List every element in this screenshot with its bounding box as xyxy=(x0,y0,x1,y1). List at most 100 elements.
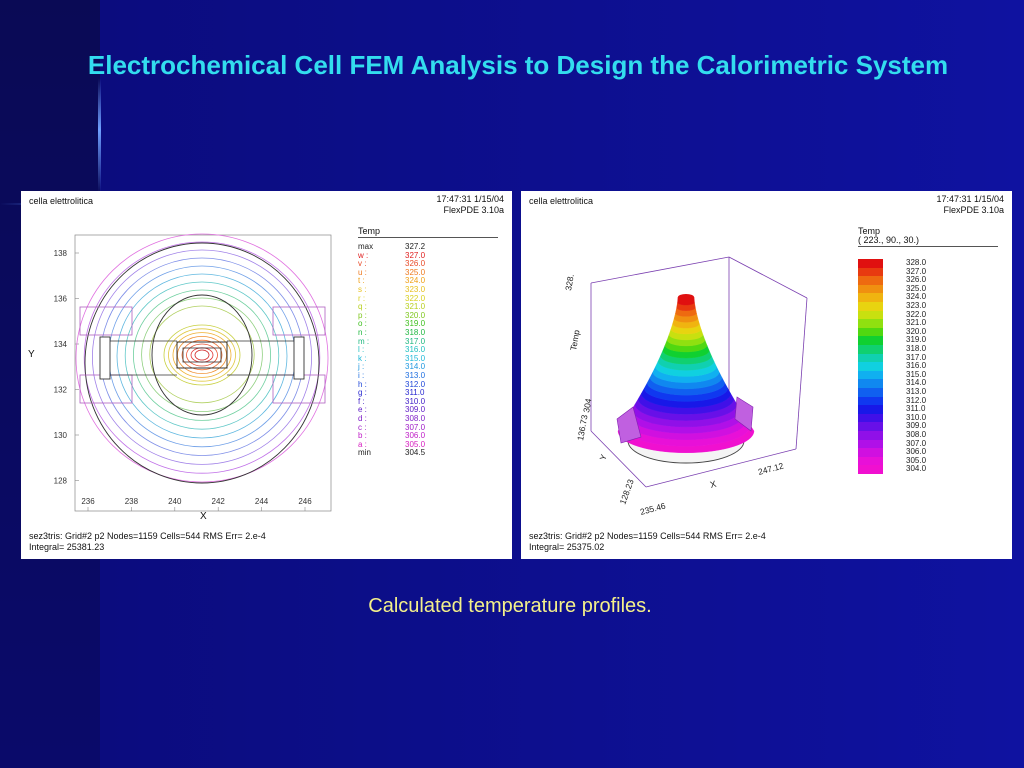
contour-line xyxy=(124,281,280,430)
plot-frame xyxy=(74,234,332,512)
legend-row: h : 312.0 xyxy=(358,380,498,389)
legend-key: n : xyxy=(358,328,367,337)
legend-title: Temp xyxy=(358,226,381,236)
colorbar-value: 317.0 xyxy=(906,352,927,362)
legend-key: r : xyxy=(358,293,366,303)
contour-line-hot xyxy=(163,324,241,386)
legend-key: b : xyxy=(358,431,367,441)
x-tick-label: 240 xyxy=(168,497,182,506)
colorbar-swatch xyxy=(858,431,883,440)
legend-row: u : 325.0 xyxy=(358,268,498,277)
legend-row: g : 311.0 xyxy=(358,388,498,397)
y-tick-label: 134 xyxy=(54,340,68,349)
colorbar-value: 307.0 xyxy=(906,438,927,448)
legend-key: j : xyxy=(358,362,365,372)
axis-y-tick-bottom: 128.23 xyxy=(617,478,635,506)
legend-title: Temp xyxy=(858,226,881,236)
legend-row: s : 323.0 xyxy=(358,285,498,294)
legend-key: s : xyxy=(358,285,367,294)
contour-line xyxy=(83,241,321,474)
legend-row: b : 306.0 xyxy=(358,431,498,440)
legend-value: 323.0 xyxy=(405,285,426,294)
side-bar-right xyxy=(293,336,305,380)
plot-timestamp: 17:47:31 1/15/04 xyxy=(436,194,504,204)
axis-y-tick-top: 136.73 xyxy=(575,414,589,442)
colorbar-value: 304.0 xyxy=(906,464,927,474)
legend-row: f : 310.0 xyxy=(358,397,498,406)
x-tick-label: 246 xyxy=(298,497,312,506)
legend-value: 315.0 xyxy=(405,353,426,363)
colorbar-value: 309.0 xyxy=(906,421,927,431)
legend-key: f : xyxy=(358,396,365,406)
contour-line xyxy=(108,265,296,448)
y-axis-label: Y xyxy=(28,349,35,360)
legend-key: w : xyxy=(358,250,369,260)
contour-line xyxy=(100,257,304,457)
legend-value: 307.0 xyxy=(405,422,426,432)
legend-key: d : xyxy=(358,414,367,423)
legend-rule xyxy=(358,237,498,238)
colorbar-value: 321.0 xyxy=(906,318,927,328)
axis-box-edge xyxy=(645,448,797,488)
legend-row: v : 326.0 xyxy=(358,259,498,268)
colorbar-value: 325.0 xyxy=(906,283,927,293)
legend-value: 318.0 xyxy=(405,328,426,337)
surface-peak xyxy=(678,294,694,300)
legend-value: 320.0 xyxy=(405,310,426,320)
y-tick-label: 138 xyxy=(54,249,68,258)
surface-plot-panel: cella elettrolitica 17:47:31 1/15/04 Fle… xyxy=(521,191,1012,559)
axis-x-tick-right: 247.12 xyxy=(757,460,785,476)
legend-row: c : 307.0 xyxy=(358,423,498,432)
colorbar-swatch xyxy=(858,353,883,363)
x-tick-label: 238 xyxy=(125,497,139,506)
legend-key: i : xyxy=(358,371,365,380)
colorbar-value: 322.0 xyxy=(906,309,927,319)
axis-x-tick-left: 235.46 xyxy=(639,500,667,516)
colorbar-swatch xyxy=(858,379,883,389)
colorbar-swatch xyxy=(858,302,883,311)
slide-caption: Calculated temperature profiles. xyxy=(368,595,652,617)
legend-key: max xyxy=(358,242,374,251)
x-axis-label: X xyxy=(200,511,207,522)
legend-key: p : xyxy=(358,310,367,320)
colorbar-value: 323.0 xyxy=(906,301,927,310)
colorbar-value: 320.0 xyxy=(906,326,927,336)
legend-value: 312.0 xyxy=(405,379,426,389)
plot-footer-stats: sez3tris: Grid#2 p2 Nodes=1159 Cells=544… xyxy=(29,531,266,541)
legend-value: 317.0 xyxy=(405,336,426,346)
legend-key: min xyxy=(358,448,371,458)
plot-software: FlexPDE 3.10a xyxy=(943,205,1004,215)
legend-key: v : xyxy=(358,259,367,269)
side-port-right-top xyxy=(272,306,326,336)
legend-value: 324.0 xyxy=(405,276,426,286)
contour-line xyxy=(75,233,329,483)
axis-box-edge xyxy=(590,430,647,488)
legend-key: o : xyxy=(358,319,367,329)
legend-value: 321.0 xyxy=(405,302,426,312)
legend-row: o : 319.0 xyxy=(358,319,498,328)
legend-value: 309.0 xyxy=(405,405,426,415)
legend-row: m : 317.0 xyxy=(358,337,498,346)
axis-y-label: Y xyxy=(597,453,608,462)
contour-plot-panel: cella elettrolitica 17:47:31 1/15/04 Fle… xyxy=(21,191,512,559)
colorbar-value: 319.0 xyxy=(906,335,927,345)
colorbar-value: 308.0 xyxy=(906,430,927,439)
contour-line xyxy=(116,273,288,439)
side-port-left-top xyxy=(79,306,133,336)
legend-value: 310.0 xyxy=(405,396,426,406)
legend-value: 326.0 xyxy=(405,259,426,269)
legend-value: 314.0 xyxy=(405,362,426,372)
legend-row: e : 309.0 xyxy=(358,405,498,414)
legend-value: 322.0 xyxy=(405,293,426,303)
legend-key: q : xyxy=(358,302,367,312)
contour-line-hot xyxy=(168,328,236,382)
legend-row: max 327.2 xyxy=(358,242,498,251)
colorbar-swatch xyxy=(858,362,883,371)
legend-key: h : xyxy=(358,379,367,389)
y-tick-label: 130 xyxy=(54,431,68,440)
electrode-inner xyxy=(182,347,222,363)
hot-spot xyxy=(194,349,210,361)
legend-row: r : 322.0 xyxy=(358,294,498,303)
slide-title: Electrochemical Cell FEM Analysis to Des… xyxy=(87,50,949,80)
colorbar-value: 314.0 xyxy=(906,378,927,388)
